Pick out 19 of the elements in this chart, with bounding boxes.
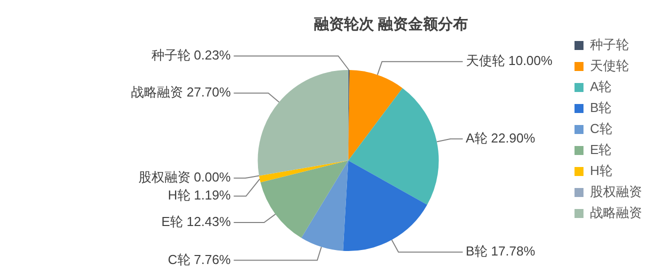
category-label: 战略融资 27.70%	[131, 84, 231, 100]
legend-label: 种子轮	[590, 37, 629, 52]
category-label: H轮 1.19%	[168, 188, 231, 203]
legend-label: 战略融资	[590, 205, 642, 220]
legend-label: 股权融资	[590, 184, 642, 200]
category-label: C轮 7.76%	[168, 252, 231, 267]
legend-label: H轮	[590, 163, 612, 178]
legend-label: A轮	[590, 79, 612, 94]
legend-label: C轮	[590, 121, 612, 136]
legend-label: 天使轮	[590, 58, 629, 74]
category-label: 种子轮 0.23%	[151, 48, 231, 63]
category-label: 股权融资 0.00%	[138, 170, 231, 185]
chart-title: 融资轮次 融资金额分布	[314, 15, 468, 34]
legend-label: B轮	[590, 100, 612, 116]
legend-label: E轮	[590, 142, 612, 158]
category-label: 天使轮 10.00%	[466, 53, 552, 68]
category-label: E轮 12.43%	[161, 214, 231, 230]
category-label: A轮 22.90%	[466, 130, 536, 146]
category-label: B轮 17.78%	[466, 244, 536, 259]
